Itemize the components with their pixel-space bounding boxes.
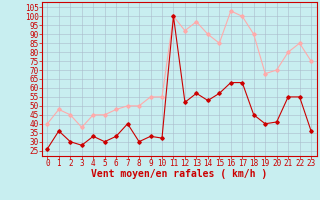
X-axis label: Vent moyen/en rafales ( km/h ): Vent moyen/en rafales ( km/h ) <box>91 169 267 179</box>
